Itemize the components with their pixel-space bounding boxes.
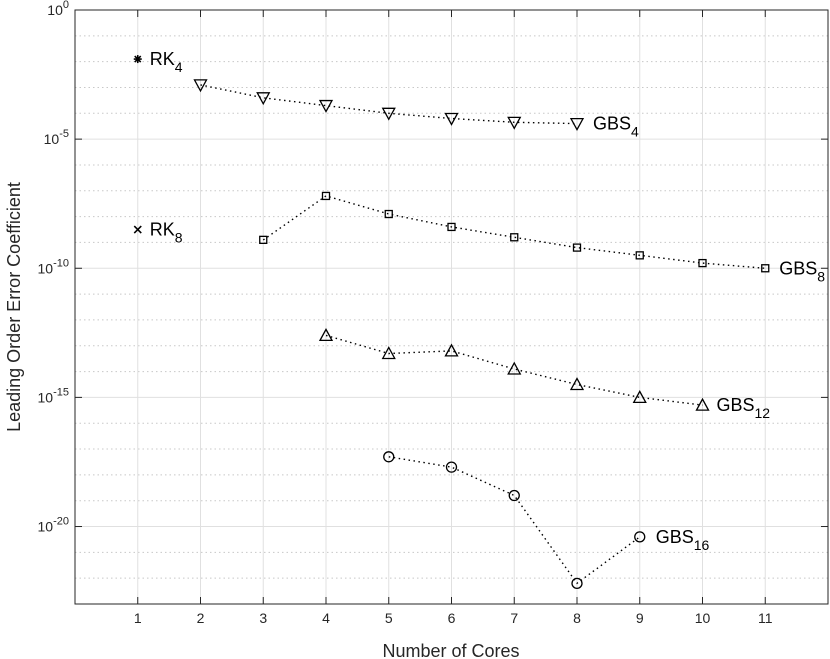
series-rk8 [133,225,142,234]
data-point-gbs4 [381,107,396,121]
x-tick-label: 2 [197,610,205,626]
series-label-gbs4: GBS4 [593,114,639,140]
data-point-gbs12 [695,397,710,411]
x-tick-label: 5 [385,610,393,626]
series-line-gbs12 [325,334,703,406]
data-point-gbs8 [510,233,519,242]
series-label-rk4: RK4 [150,49,183,75]
x-tick-label: 3 [259,610,267,626]
x-tick-label: 6 [448,610,456,626]
marker-stroke [133,225,142,234]
x-tick-label: 10 [695,610,711,626]
data-point-gbs16 [383,451,395,463]
data-point-gbs12 [569,377,585,391]
data-point-gbs16 [634,531,646,543]
series-gbs12 [318,328,710,411]
series-rk4 [133,55,142,64]
data-point-gbs12 [444,343,459,357]
y-tick-label: 10-10 [38,257,69,276]
series-annotations: RK4 RK8 GBS4 GBS8 GBS12 GBS16 [150,49,826,553]
series-gbs4 [193,79,585,131]
x-tick-label: 4 [322,610,330,626]
x-tick-label: 1 [134,610,142,626]
axis-ticks: 1 2 3 4 5 6 7 8 9 10 11 100 10-5 10-10 10-15 10-20 [38,0,828,626]
x-tick-label: 11 [758,610,773,626]
series-label-gbs8: GBS8 [779,258,825,284]
data-point-gbs16 [571,577,583,589]
data-series [133,55,770,589]
data-point-gbs12 [318,328,334,342]
data-point-gbs12 [507,361,522,375]
data-point-gbs8 [698,258,707,268]
grid [75,9,828,605]
y-tick-label: 10-15 [38,386,69,405]
data-point-rk4 [133,55,142,64]
series-label-gbs16: GBS16 [656,527,710,553]
series-label-rk8: RK8 [150,220,183,246]
data-point-gbs8 [635,251,644,260]
x-tick-label: 7 [510,610,518,626]
data-point-gbs16 [445,461,458,473]
data-point-gbs8 [447,222,456,232]
y-tick-label: 100 [47,0,69,18]
data-point-gbs8 [259,235,268,245]
series-line-gbs4 [200,84,578,125]
x-axis-label: Number of Cores [382,641,519,659]
series-line-gbs16 [388,456,641,585]
data-point-gbs8 [761,264,770,273]
data-point-gbs8 [384,209,393,219]
data-point-rk8 [133,225,142,234]
data-point-gbs4 [193,79,208,93]
x-tick-label: 9 [636,610,644,626]
y-axis-label: Leading Order Error Coefficient [4,182,24,432]
series-gbs16 [383,451,646,589]
y-tick-label: 10-5 [44,128,69,147]
data-point-gbs8 [321,191,331,201]
data-point-gbs8 [572,243,582,252]
data-point-gbs4 [318,99,334,113]
data-point-gbs4 [569,117,585,131]
data-point-gbs4 [256,92,271,106]
series-gbs8 [259,191,770,273]
data-point-gbs4 [507,116,522,130]
y-tick-label: 10-20 [38,516,69,535]
x-tick-label: 8 [573,610,581,626]
marker-stroke [134,55,142,63]
data-point-gbs16 [508,489,520,502]
data-point-gbs12 [632,390,647,404]
data-point-gbs12 [381,346,396,360]
series-label-gbs12: GBS12 [717,395,771,421]
data-point-gbs4 [444,112,459,126]
